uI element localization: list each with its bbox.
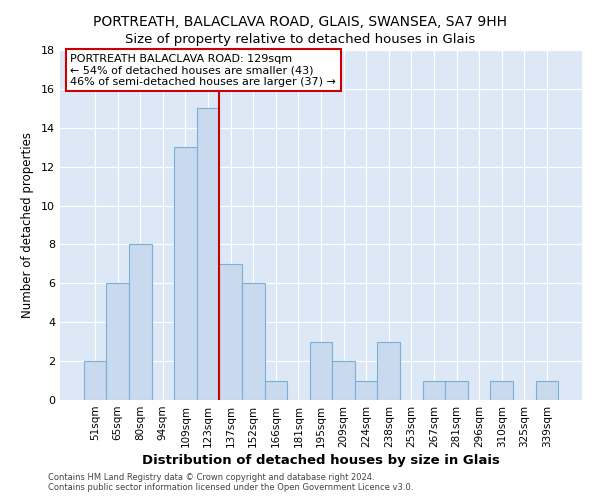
Bar: [536, 380, 558, 400]
Bar: [332, 361, 355, 400]
Bar: [84, 361, 106, 400]
Bar: [242, 284, 265, 400]
Bar: [197, 108, 220, 400]
Bar: [445, 380, 468, 400]
Text: Size of property relative to detached houses in Glais: Size of property relative to detached ho…: [125, 32, 475, 46]
Bar: [265, 380, 287, 400]
Bar: [422, 380, 445, 400]
Bar: [377, 342, 400, 400]
Bar: [355, 380, 377, 400]
Text: Contains HM Land Registry data © Crown copyright and database right 2024.
Contai: Contains HM Land Registry data © Crown c…: [48, 473, 413, 492]
Bar: [490, 380, 513, 400]
Bar: [129, 244, 152, 400]
Bar: [174, 147, 197, 400]
Text: PORTREATH, BALACLAVA ROAD, GLAIS, SWANSEA, SA7 9HH: PORTREATH, BALACLAVA ROAD, GLAIS, SWANSE…: [93, 15, 507, 29]
Y-axis label: Number of detached properties: Number of detached properties: [21, 132, 34, 318]
Bar: [220, 264, 242, 400]
Text: PORTREATH BALACLAVA ROAD: 129sqm
← 54% of detached houses are smaller (43)
46% o: PORTREATH BALACLAVA ROAD: 129sqm ← 54% o…: [70, 54, 337, 86]
X-axis label: Distribution of detached houses by size in Glais: Distribution of detached houses by size …: [142, 454, 500, 467]
Bar: [310, 342, 332, 400]
Bar: [106, 284, 129, 400]
